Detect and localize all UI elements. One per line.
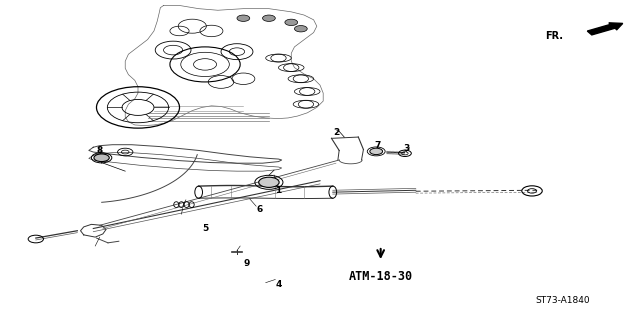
- Text: 8: 8: [97, 146, 103, 155]
- Circle shape: [262, 15, 275, 21]
- Circle shape: [285, 19, 298, 26]
- Circle shape: [259, 177, 279, 188]
- Text: 2: 2: [333, 128, 339, 137]
- Circle shape: [94, 154, 109, 162]
- Text: 5: 5: [202, 224, 208, 233]
- Text: 4: 4: [275, 280, 282, 289]
- Text: ST73-A1840: ST73-A1840: [535, 296, 590, 305]
- Text: 7: 7: [374, 141, 381, 150]
- Circle shape: [370, 148, 383, 155]
- Text: 6: 6: [256, 205, 262, 214]
- Circle shape: [237, 15, 250, 21]
- Text: 1: 1: [275, 186, 282, 195]
- Text: ATM-18-30: ATM-18-30: [349, 270, 413, 283]
- Text: FR.: FR.: [545, 31, 563, 41]
- Text: 3: 3: [403, 144, 410, 153]
- FancyArrow shape: [588, 23, 623, 35]
- Circle shape: [294, 26, 307, 32]
- Text: 9: 9: [243, 259, 250, 268]
